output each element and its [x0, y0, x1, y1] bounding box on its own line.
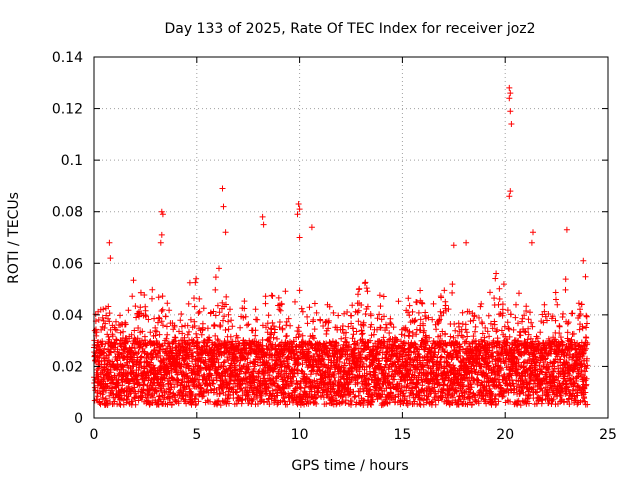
y-tick-label: 0.1 [61, 153, 83, 169]
x-tick-label: 5 [192, 427, 201, 443]
y-tick-label: 0.12 [52, 102, 83, 118]
chart-title: Day 133 of 2025, Rate Of TEC Index for r… [164, 21, 535, 37]
x-tick-label: 20 [496, 427, 514, 443]
x-tick-label: 15 [393, 427, 411, 443]
y-axis-label: ROTI / TECUs [6, 192, 22, 284]
x-tick-label: 0 [90, 427, 99, 443]
y-tick-label: 0.02 [52, 359, 83, 375]
y-tick-label: 0.08 [52, 205, 83, 221]
plot-frame [93, 56, 609, 419]
y-tick-label: 0.04 [52, 308, 83, 324]
y-tick-label: 0.06 [52, 256, 83, 272]
x-tick-label: 10 [291, 427, 309, 443]
x-tick-label: 25 [599, 427, 617, 443]
y-tick-label: 0 [74, 411, 83, 427]
y-tick-label: 0.14 [52, 50, 83, 66]
axes: 0 5 10 15 20 25 0 0.02 0.04 0.06 0.08 0.1 0.12 0.14 [52, 50, 617, 443]
x-axis-label: GPS time / hours [291, 458, 408, 474]
